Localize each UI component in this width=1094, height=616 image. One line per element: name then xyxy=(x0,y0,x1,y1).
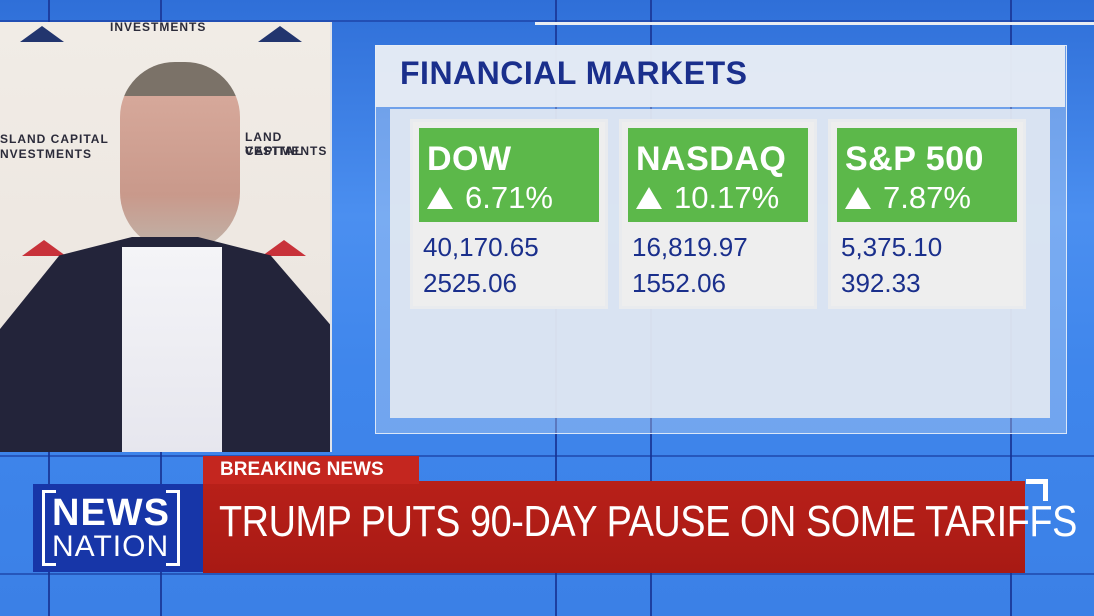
index-change: 10.17% xyxy=(636,180,779,216)
logo-text-news: NEWS xyxy=(52,492,170,534)
corner-bracket-icon xyxy=(1026,479,1048,501)
backdrop-logo-text: VESTMENTS xyxy=(245,144,328,158)
logo-left-bracket-icon xyxy=(42,490,56,566)
index-name: S&P 500 xyxy=(845,140,984,178)
index-change: 7.87% xyxy=(845,180,971,216)
guest-shirt xyxy=(122,247,222,452)
backdrop-logo-text: SLAND CAPITAL xyxy=(0,132,109,146)
index-value: 16,819.97 xyxy=(632,232,748,262)
index-points-change: 2525.06 xyxy=(423,268,517,298)
breaking-news-label: BREAKING NEWS xyxy=(203,456,419,484)
top-accent-rule xyxy=(535,22,1094,25)
index-name: DOW xyxy=(427,140,512,178)
market-card-sp500: S&P 500 7.87% 5,375.10 392.33 xyxy=(828,119,1026,309)
change-percent: 7.87% xyxy=(883,180,971,215)
card-header: DOW 6.71% xyxy=(419,128,599,222)
card-header: S&P 500 7.87% xyxy=(837,128,1017,222)
backdrop-logo-text: LAND CAPITAL xyxy=(245,130,304,158)
markets-panel-header xyxy=(375,45,1065,107)
index-name: NASDAQ xyxy=(636,140,787,178)
newsnation-logo xyxy=(33,484,203,572)
index-points-change: 392.33 xyxy=(841,268,921,298)
market-card-nasdaq: NASDAQ 10.17% 16,819.97 1552.06 xyxy=(619,119,817,309)
index-points-change: 1552.06 xyxy=(632,268,726,298)
index-change: 6.71% xyxy=(427,180,553,216)
red-star-icon xyxy=(22,240,66,256)
star-logo-icon xyxy=(258,26,302,42)
logo-right-bracket-icon xyxy=(166,490,180,566)
backdrop-logo-text: INVESTMENTS xyxy=(110,22,207,34)
logo-text-nation: NATION xyxy=(52,530,170,563)
backdrop-logo-text: NVESTMENTS xyxy=(0,147,93,161)
headline-bar xyxy=(203,481,1025,573)
star-logo-icon xyxy=(20,26,64,42)
index-value: 40,170.65 xyxy=(423,232,539,262)
red-star-icon xyxy=(262,240,306,256)
card-header: NASDAQ 10.17% xyxy=(628,128,808,222)
up-triangle-icon xyxy=(427,187,453,209)
market-card-dow: DOW 6.71% 40,170.65 2525.06 xyxy=(410,119,608,309)
headline-text: TRUMP PUTS 90-DAY PAUSE ON SOME TARIFFS xyxy=(219,497,1077,546)
index-value: 5,375.10 xyxy=(841,232,943,262)
guest-video-feed: INVESTMENTS SLAND CAPITAL NVESTMENTS LAN… xyxy=(0,22,332,452)
change-percent: 10.17% xyxy=(674,180,780,215)
up-triangle-icon xyxy=(636,187,662,209)
change-percent: 6.71% xyxy=(465,180,553,215)
up-triangle-icon xyxy=(845,187,871,209)
guest-head xyxy=(120,62,240,252)
markets-panel-title: FINANCIAL MARKETS xyxy=(400,55,748,91)
